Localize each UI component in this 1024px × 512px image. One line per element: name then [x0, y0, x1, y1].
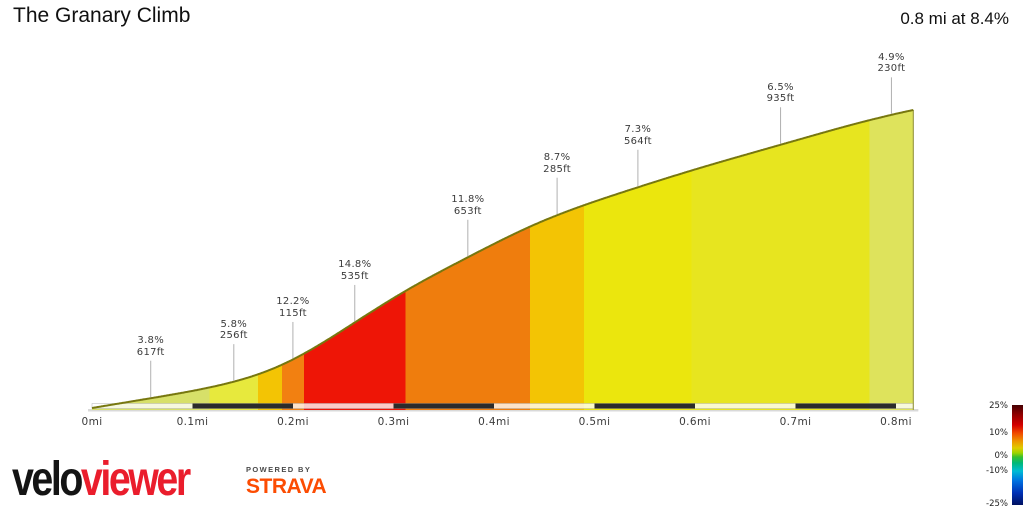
segment-gradient-value: 6.5% [767, 81, 794, 93]
x-tick-label: 0.6mi [679, 416, 711, 428]
segment-label: 3.8% 617ft [116, 335, 186, 358]
segment-length-value: 285ft [543, 163, 572, 175]
profile-segment[interactable] [282, 353, 304, 410]
profile-segment[interactable] [584, 170, 692, 411]
segment-gradient-value: 11.8% [451, 194, 485, 206]
legend-gradient-label: -10% [986, 466, 1008, 476]
baseline-strip [88, 409, 919, 412]
gradient-legend: 25% 10% 0% -10% -25% [955, 400, 1024, 510]
climb-summary: 0.8 mi at 8.4% [900, 9, 1009, 28]
profile-segment[interactable] [258, 364, 282, 410]
powered-by-label: POWERED BY [246, 465, 312, 474]
legend-gradient-label: -25% [986, 499, 1008, 509]
legend-gradient-label: 10% [989, 428, 1008, 438]
segment-length-value: 535ft [340, 270, 369, 282]
scale-bar-segment [393, 403, 494, 409]
x-tick-label: 0.1mi [176, 416, 209, 428]
profile-segment[interactable] [530, 205, 585, 410]
profile-segment[interactable] [405, 226, 530, 410]
legend-gradient-label: 25% [989, 401, 1008, 411]
x-tick-label: 0.4mi [478, 416, 510, 428]
veloviewer-logo[interactable]: veloviewer [12, 456, 191, 504]
page-title: The Granary Climb [13, 4, 191, 27]
profile-segment[interactable] [869, 110, 914, 410]
x-tick-label: 0.3mi [377, 416, 410, 428]
x-tick-label: 0.7mi [779, 416, 812, 428]
segment-gradient-value: 5.8% [220, 318, 248, 330]
legend-gradient-label: 0% [994, 451, 1009, 461]
gradient-legend-bar [1012, 405, 1023, 505]
strava-logo: STRAVA [246, 475, 327, 498]
segment-label: 7.3% 564ft [603, 124, 673, 147]
profile-segment[interactable] [691, 120, 870, 410]
scale-bar-segment [192, 403, 293, 409]
strava-attribution[interactable]: POWERED BY STRAVA [246, 465, 327, 499]
segment-gradient-value: 4.9% [878, 51, 905, 63]
segment-label: 6.5% 935ft [746, 82, 816, 105]
logo-viewer: viewer [80, 453, 191, 506]
profile-top-edge [91, 109, 914, 409]
segment-gradient-value: 7.3% [624, 124, 652, 136]
segment-label: 5.8% 256ft [199, 319, 269, 342]
x-tick-label: 0mi [81, 416, 103, 428]
segment-gradient-value: 14.8% [338, 259, 372, 271]
profile-segment[interactable] [209, 374, 259, 410]
segment-label: 8.7% 285ft [522, 152, 592, 175]
segment-gradient-value: 12.2% [276, 296, 310, 308]
x-tick-label: 0.8mi [880, 416, 912, 428]
profile-segment[interactable] [303, 290, 406, 410]
segment-length-value: 230ft [877, 63, 906, 75]
segment-length-value: 115ft [278, 307, 307, 319]
scale-bar-segment [594, 403, 695, 409]
segment-label: 11.8% 653ft [433, 194, 503, 217]
logo-velo: velo [12, 453, 83, 506]
x-tick-label: 0.5mi [578, 416, 611, 428]
segment-length-value: 935ft [766, 93, 795, 105]
segment-length-value: 653ft [453, 205, 482, 217]
x-tick-label: 0.2mi [277, 416, 309, 428]
segment-label: 12.2% 115ft [258, 296, 328, 319]
segment-length-value: 256ft [219, 330, 248, 342]
segment-gradient-value: 8.7% [543, 152, 571, 164]
scale-bar-segment [795, 403, 896, 409]
segment-label: 4.9% 230ft [856, 52, 926, 75]
segment-gradient-value: 3.8% [137, 335, 165, 347]
segment-length-value: 617ft [136, 346, 165, 358]
segment-length-value: 564ft [623, 135, 652, 147]
footer-branding: veloviewer POWERED BY STRAVA [0, 455, 360, 512]
segment-label: 14.8% 535ft [320, 259, 390, 282]
